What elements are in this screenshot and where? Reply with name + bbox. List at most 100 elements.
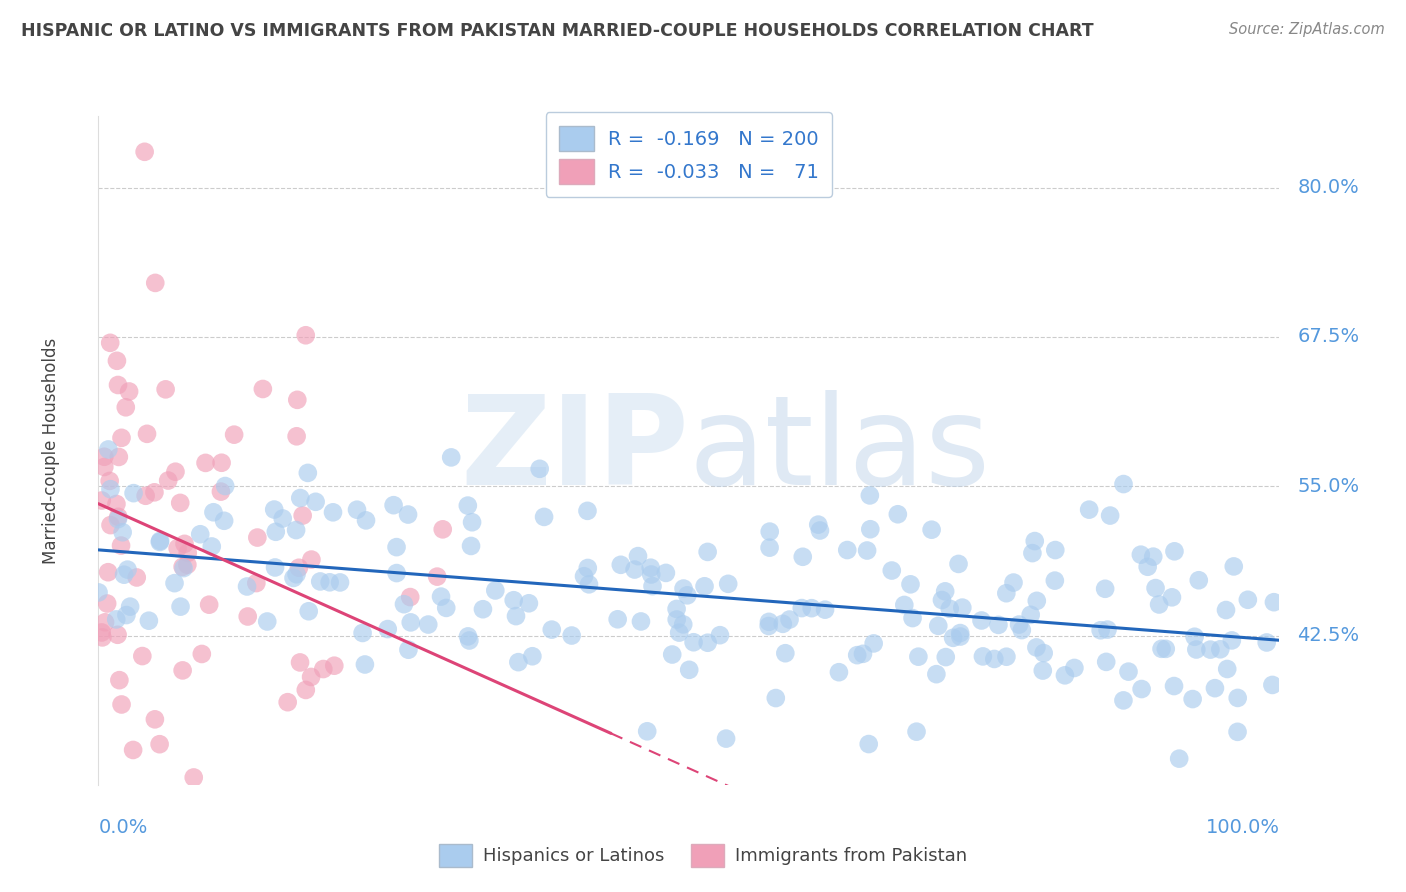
- Point: [309, 574, 332, 589]
- Point: [1025, 640, 1047, 655]
- Point: [346, 502, 368, 516]
- Legend: R =  -0.169   N = 200, R =  -0.033   N =   71: R = -0.169 N = 200, R = -0.033 N = 71: [546, 112, 832, 197]
- Point: [522, 649, 544, 664]
- Point: [1008, 617, 1031, 632]
- Point: [949, 630, 972, 644]
- Point: [1256, 635, 1278, 649]
- Point: [921, 523, 943, 537]
- Point: [995, 649, 1018, 664]
- Point: [1043, 574, 1066, 588]
- Point: [1168, 751, 1191, 765]
- Point: [110, 431, 132, 445]
- Point: [880, 564, 903, 578]
- Point: [329, 575, 352, 590]
- Point: [283, 571, 305, 585]
- Point: [169, 599, 191, 614]
- Point: [97, 442, 120, 457]
- Point: [939, 601, 962, 615]
- Point: [1209, 642, 1232, 657]
- Point: [1025, 594, 1047, 608]
- Point: [166, 541, 188, 556]
- Point: [93, 460, 115, 475]
- Point: [905, 724, 928, 739]
- Point: [641, 579, 664, 593]
- Point: [935, 650, 957, 665]
- Point: [1226, 724, 1249, 739]
- Point: [100, 518, 122, 533]
- Point: [942, 631, 965, 645]
- Point: [471, 602, 494, 616]
- Point: [105, 612, 128, 626]
- Point: [214, 479, 236, 493]
- Point: [775, 646, 797, 660]
- Point: [105, 353, 128, 368]
- Point: [91, 631, 114, 645]
- Point: [385, 540, 408, 554]
- Point: [858, 737, 880, 751]
- Point: [1094, 582, 1116, 596]
- Point: [665, 613, 688, 627]
- Point: [856, 543, 879, 558]
- Point: [1216, 662, 1239, 676]
- Point: [291, 508, 314, 523]
- Point: [758, 619, 780, 633]
- Point: [256, 615, 278, 629]
- Point: [301, 552, 323, 566]
- Point: [271, 511, 294, 525]
- Point: [1163, 544, 1185, 558]
- Point: [118, 384, 141, 399]
- Point: [846, 648, 869, 662]
- Point: [1184, 630, 1206, 644]
- Point: [236, 609, 259, 624]
- Point: [108, 673, 131, 688]
- Point: [290, 491, 312, 505]
- Point: [304, 495, 326, 509]
- Point: [1154, 641, 1177, 656]
- Point: [236, 579, 259, 593]
- Point: [502, 593, 524, 607]
- Text: Married-couple Households: Married-couple Households: [42, 337, 60, 564]
- Point: [529, 462, 551, 476]
- Point: [120, 599, 142, 614]
- Point: [1204, 681, 1226, 695]
- Point: [572, 569, 595, 583]
- Point: [1019, 607, 1042, 622]
- Point: [828, 665, 851, 680]
- Point: [859, 488, 882, 502]
- Point: [1078, 502, 1101, 516]
- Point: [758, 615, 780, 629]
- Point: [110, 539, 132, 553]
- Point: [533, 509, 555, 524]
- Point: [1024, 534, 1046, 549]
- Point: [354, 657, 377, 672]
- Point: [172, 559, 194, 574]
- Point: [143, 712, 166, 726]
- Point: [107, 378, 129, 392]
- Point: [1220, 633, 1243, 648]
- Point: [636, 724, 658, 739]
- Point: [163, 576, 186, 591]
- Point: [354, 513, 377, 527]
- Point: [461, 515, 484, 529]
- Point: [122, 486, 145, 500]
- Point: [606, 612, 628, 626]
- Point: [112, 567, 135, 582]
- Point: [655, 566, 678, 580]
- Point: [696, 636, 718, 650]
- Point: [418, 617, 440, 632]
- Point: [312, 662, 335, 676]
- Text: 42.5%: 42.5%: [1298, 626, 1360, 645]
- Text: 100.0%: 100.0%: [1205, 819, 1279, 838]
- Point: [893, 598, 915, 612]
- Point: [149, 535, 172, 549]
- Legend: Hispanics or Latinos, Immigrants from Pakistan: Hispanics or Latinos, Immigrants from Pa…: [432, 837, 974, 874]
- Point: [672, 582, 695, 596]
- Point: [165, 465, 187, 479]
- Point: [790, 601, 813, 615]
- Point: [285, 392, 308, 407]
- Point: [117, 563, 139, 577]
- Text: 67.5%: 67.5%: [1298, 327, 1360, 346]
- Point: [1226, 690, 1249, 705]
- Point: [484, 583, 506, 598]
- Text: 0.0%: 0.0%: [98, 819, 148, 838]
